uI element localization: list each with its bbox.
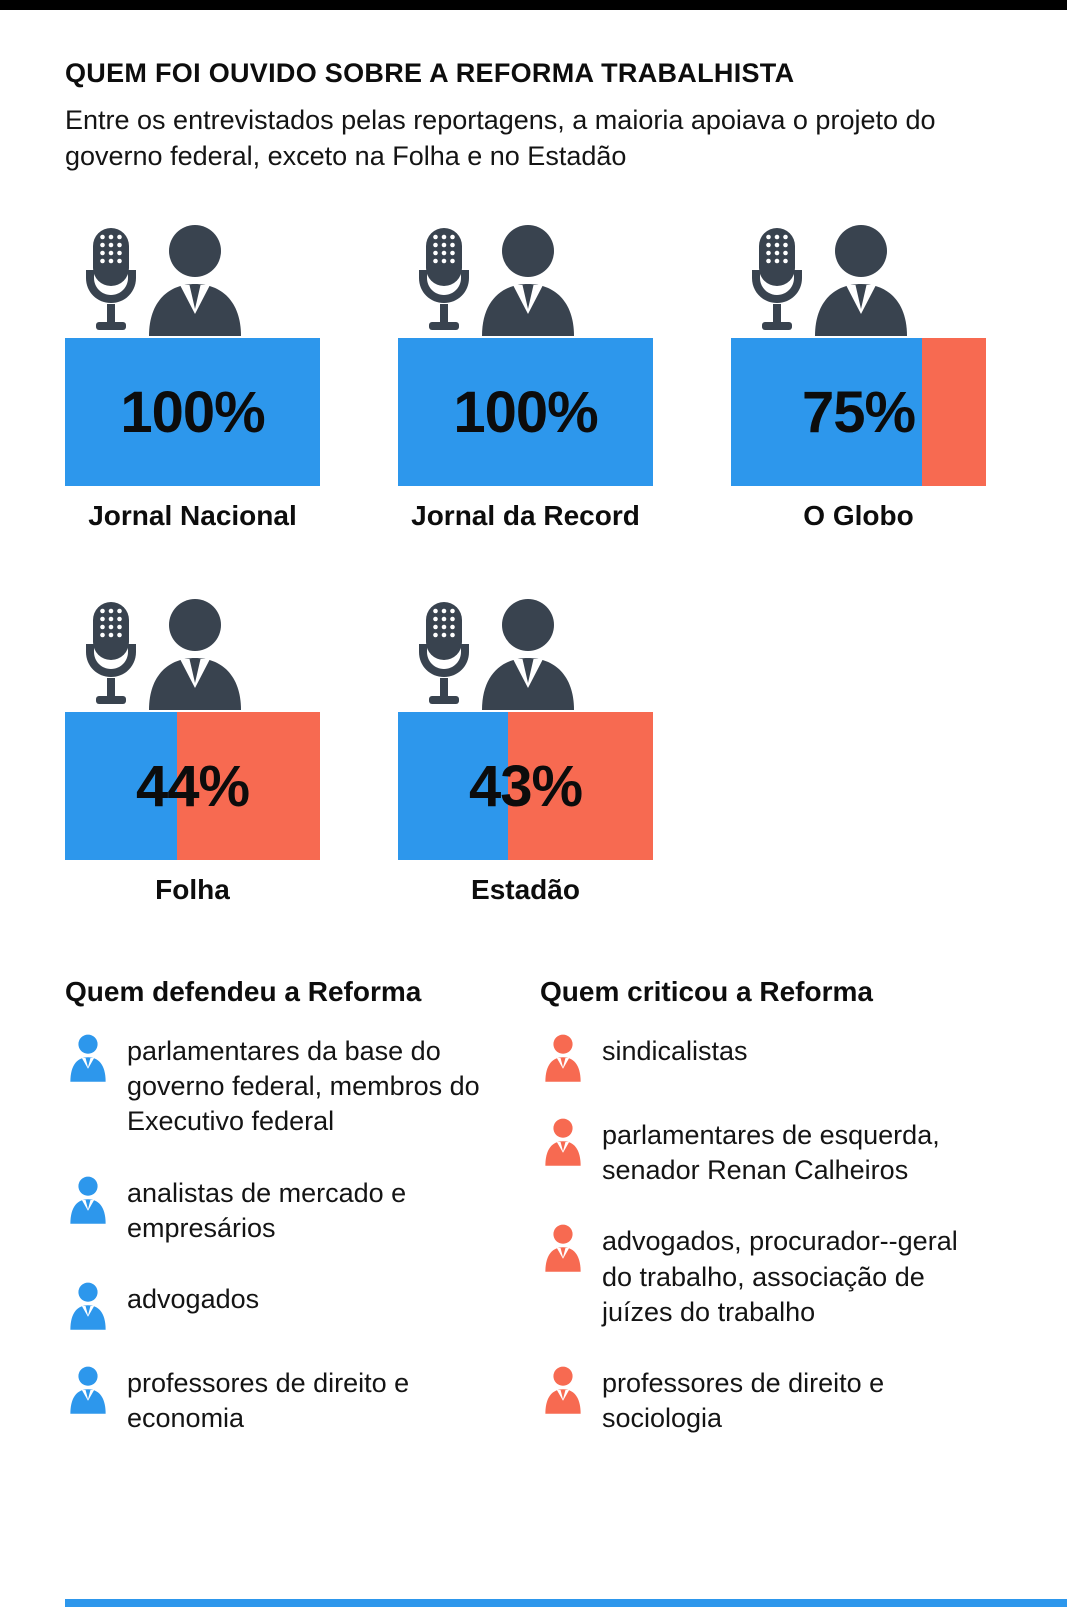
bar-fill-support bbox=[398, 338, 653, 487]
list-item: parlamentares da base do governo federal… bbox=[65, 1034, 540, 1139]
reporter-mic-icon bbox=[416, 224, 586, 336]
subtitle: Entre os entrevistados pelas reportagens… bbox=[65, 105, 936, 171]
bar-value-label: 100% bbox=[453, 379, 598, 445]
bar-value-label: 100% bbox=[120, 379, 265, 445]
bar-label: Folha bbox=[155, 874, 230, 906]
list-item-text: sindicalistas bbox=[602, 1036, 748, 1067]
criticized-heading: Quem criticou a Reforma bbox=[540, 976, 873, 1008]
list-item: analistas de mercado e empresários bbox=[65, 1176, 540, 1246]
page-title: QUEM FOI OUVIDO SOBRE A REFORMA TRABALHI… bbox=[65, 58, 795, 88]
list-item-text: parlamentares de esquerda, senador Renan… bbox=[602, 1120, 940, 1186]
list-item: professores de direito e economia bbox=[65, 1366, 540, 1436]
person-orange-icon bbox=[540, 1034, 586, 1082]
reporter-mic-icon bbox=[83, 598, 253, 710]
bar-label: O Globo bbox=[803, 500, 914, 532]
chart-row-2: 44% Folha 43% Estadão bbox=[65, 598, 1002, 906]
media-panel-folha: 44% Folha bbox=[65, 598, 320, 906]
reporter-mic-icon bbox=[749, 224, 986, 336]
list-item: professores de direito e sociologia bbox=[540, 1366, 1002, 1436]
list-item: advogados bbox=[65, 1282, 540, 1330]
person-orange-icon bbox=[540, 1118, 586, 1166]
defended-column: Quem defendeu a Reforma parlamentares da… bbox=[65, 976, 540, 1472]
reporter-mic-icon bbox=[83, 224, 320, 336]
bar-jornal-nacional: 100% bbox=[65, 338, 320, 487]
bar-label: Estadão bbox=[471, 874, 580, 906]
criticized-column: Quem criticou a Reforma sindicalistas pa… bbox=[540, 976, 1002, 1472]
bar-fill-support bbox=[65, 712, 178, 861]
person-orange-icon bbox=[540, 1224, 586, 1272]
list-item-text: parlamentares da base do governo federal… bbox=[127, 1036, 480, 1137]
legend-section: Quem defendeu a Reforma parlamentares da… bbox=[65, 976, 1002, 1472]
list-item-text: professores de direito e economia bbox=[127, 1367, 410, 1433]
reporter-mic-icon bbox=[416, 224, 653, 336]
list-item: parlamentares de esquerda, senador Renan… bbox=[540, 1118, 1002, 1188]
infographic: QUEM FOI OUVIDO SOBRE A REFORMA TRABALHI… bbox=[65, 58, 1002, 1472]
list-item-text: advogados, procurador--geral do trabalho… bbox=[602, 1226, 958, 1327]
defended-heading: Quem defendeu a Reforma bbox=[65, 976, 422, 1008]
bar-fill-support bbox=[398, 712, 508, 861]
media-panel-jornal-nacional: 100% Jornal Nacional bbox=[65, 224, 320, 532]
bar-label: Jornal da Record bbox=[411, 500, 640, 532]
media-panel-o-globo: 75% O Globo bbox=[731, 224, 986, 532]
person-blue-icon bbox=[65, 1282, 111, 1330]
reporter-mic-icon bbox=[416, 598, 653, 710]
bar-jornal-da-record: 100% bbox=[398, 338, 653, 487]
reporter-mic-icon bbox=[83, 224, 253, 336]
person-blue-icon bbox=[65, 1366, 111, 1414]
bar-o-globo: 75% bbox=[731, 338, 986, 487]
bar-folha: 44% bbox=[65, 712, 320, 861]
top-black-strip bbox=[0, 0, 1067, 10]
person-orange-icon bbox=[540, 1366, 586, 1414]
media-panel-jornal-da-record: 100% Jornal da Record bbox=[398, 224, 653, 532]
bar-fill-support bbox=[731, 338, 923, 487]
media-panel-estadao: 43% Estadão bbox=[398, 598, 653, 906]
bottom-blue-strip bbox=[65, 1599, 1067, 1607]
bar-label: Jornal Nacional bbox=[88, 500, 297, 532]
bar-value-label: 44% bbox=[135, 753, 250, 819]
list-item-text: analistas de mercado e empresários bbox=[127, 1177, 407, 1243]
reporter-mic-icon bbox=[749, 224, 919, 336]
person-blue-icon bbox=[65, 1176, 111, 1224]
reporter-mic-icon bbox=[83, 598, 320, 710]
person-blue-icon bbox=[65, 1034, 111, 1082]
bar-value-label: 75% bbox=[801, 379, 916, 445]
list-item: advogados, procurador--geral do trabalho… bbox=[540, 1224, 1002, 1329]
chart-row-1: 100% Jornal Nacional 100% Jornal da Reco… bbox=[65, 224, 1002, 532]
bar-estadao: 43% bbox=[398, 712, 653, 861]
list-item-text: professores de direito e sociologia bbox=[602, 1367, 885, 1433]
reporter-mic-icon bbox=[416, 598, 586, 710]
list-item-text: advogados bbox=[127, 1283, 260, 1314]
list-item: sindicalistas bbox=[540, 1034, 1002, 1082]
bar-value-label: 43% bbox=[468, 753, 583, 819]
bar-fill-support bbox=[65, 338, 320, 487]
